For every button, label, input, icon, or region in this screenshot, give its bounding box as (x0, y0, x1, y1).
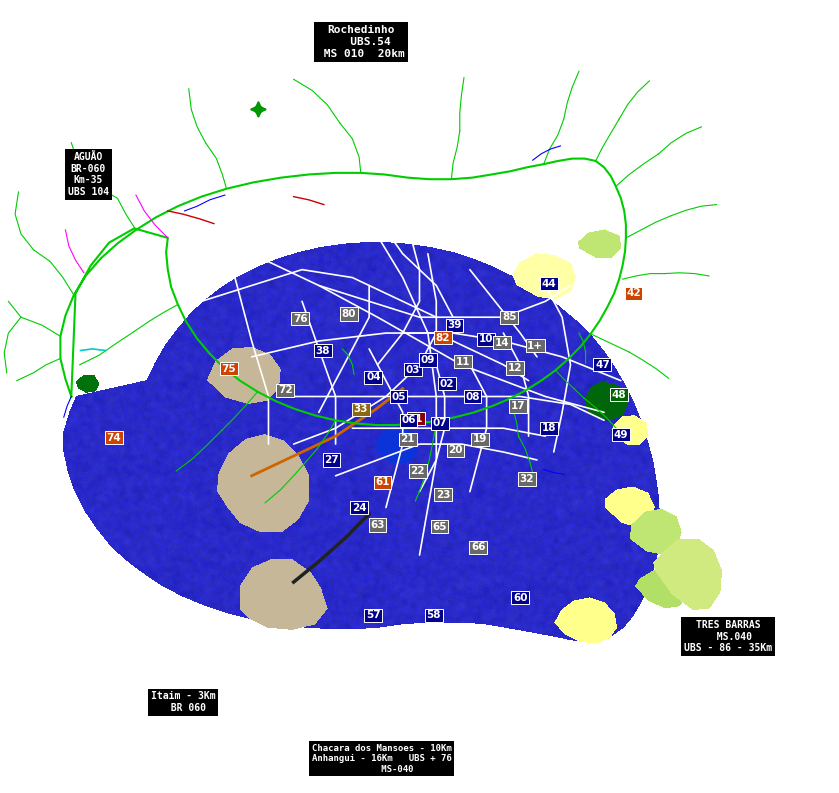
Text: 11: 11 (456, 357, 471, 366)
Text: 10: 10 (478, 335, 493, 344)
Text: 33: 33 (353, 404, 368, 414)
Text: 17: 17 (510, 401, 525, 411)
Text: 63: 63 (370, 520, 385, 530)
Text: 18: 18 (541, 423, 556, 433)
Text: 27: 27 (324, 455, 339, 465)
Text: 76: 76 (293, 314, 308, 324)
Text: 20: 20 (448, 446, 463, 455)
Text: 60: 60 (513, 593, 528, 603)
Text: 12: 12 (508, 363, 523, 373)
Text: 08: 08 (465, 392, 480, 401)
Text: 24: 24 (352, 503, 367, 512)
Text: 09: 09 (420, 355, 435, 365)
Text: 22: 22 (410, 466, 425, 476)
Text: 1+: 1+ (527, 341, 544, 351)
Text: 74: 74 (107, 433, 122, 442)
Text: 03: 03 (405, 365, 420, 374)
Text: AGUÃO
BR-060
Km-35
UBS 104: AGUÃO BR-060 Km-35 UBS 104 (67, 152, 109, 197)
Text: 57: 57 (366, 611, 381, 620)
Text: 58: 58 (426, 611, 441, 620)
Text: 47: 47 (595, 360, 610, 370)
Text: 61: 61 (375, 477, 390, 487)
Text: 05: 05 (391, 392, 406, 401)
Text: 21: 21 (400, 435, 415, 444)
Text: 23: 23 (435, 490, 451, 500)
Text: 39: 39 (447, 320, 462, 330)
Text: 85: 85 (502, 312, 517, 322)
Text: 42: 42 (626, 289, 641, 298)
Text: 07: 07 (432, 419, 447, 428)
Text: 72: 72 (278, 385, 293, 395)
Text: 06: 06 (401, 416, 416, 425)
Text: Rochedinho
   UBS.54
 MS 010  20km: Rochedinho UBS.54 MS 010 20km (317, 25, 404, 59)
Text: 01: 01 (409, 414, 424, 423)
Text: TRES BARRAS
  MS.040
UBS - 86 - 35Km: TRES BARRAS MS.040 UBS - 86 - 35Km (684, 620, 773, 653)
Text: 14: 14 (494, 338, 509, 347)
Text: 65: 65 (432, 522, 447, 531)
Text: 19: 19 (472, 435, 487, 444)
Text: 48: 48 (612, 390, 627, 400)
Text: 82: 82 (435, 333, 451, 343)
Text: 75: 75 (221, 364, 237, 374)
Text: 38: 38 (315, 346, 331, 355)
Text: 04: 04 (366, 373, 381, 382)
Text: Chacara dos Mansoes - 10Km
Anhangui - 16Km   UBS + 76
      MS-040: Chacara dos Mansoes - 10Km Anhangui - 16… (312, 744, 451, 774)
Text: 80: 80 (341, 309, 357, 319)
Text: 66: 66 (471, 542, 486, 552)
Text: 49: 49 (613, 430, 628, 439)
Text: Itaim - 3Km
  BR 060: Itaim - 3Km BR 060 (150, 691, 216, 713)
Text: 44: 44 (541, 279, 556, 289)
Text: 02: 02 (440, 379, 455, 389)
Text: 32: 32 (519, 474, 534, 484)
